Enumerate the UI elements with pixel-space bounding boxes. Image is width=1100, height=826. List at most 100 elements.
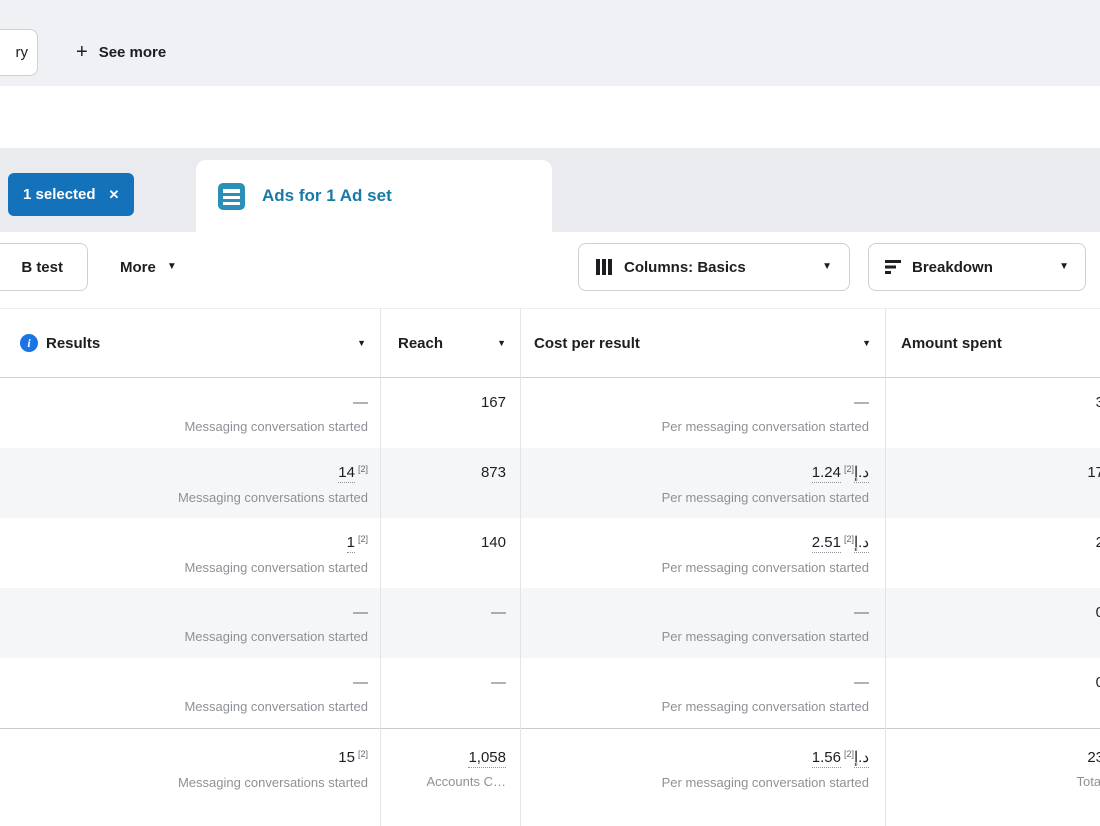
- cost-sublabel: Per messaging conversation started: [661, 629, 869, 644]
- reach-cell: —: [380, 658, 520, 728]
- results-sublabel: Messaging conversation started: [184, 419, 368, 434]
- spent-value: 23: [1087, 749, 1100, 766]
- close-icon[interactable]: ✕: [108, 186, 120, 202]
- cost-cell: — Per messaging conversation started: [520, 658, 885, 728]
- sort-caret-icon[interactable]: ▼: [357, 338, 366, 348]
- chevron-down-icon: ▼: [166, 261, 177, 272]
- cost-cell: 2.51د.إ[2] Per messaging conversation st…: [520, 518, 885, 588]
- columns-button[interactable]: Columns: Basics ▼: [578, 243, 850, 291]
- reach-cell: 167: [380, 378, 520, 448]
- totals-row: 15 [2] Messaging conversations started 1,…: [0, 728, 1100, 826]
- table-row: — Messaging conversation started — — Per…: [0, 658, 1100, 728]
- column-header-reach[interactable]: Reach ▼: [380, 309, 520, 377]
- results-value[interactable]: 1: [346, 534, 355, 553]
- results-value: —: [353, 604, 368, 621]
- reach-value: 140: [480, 534, 506, 551]
- breakdown-label: Breakdown: [912, 258, 993, 276]
- results-cell: — Messaging conversation started: [0, 378, 380, 448]
- results-cell: — Messaging conversation started: [0, 658, 380, 728]
- ads-tab-icon: [218, 182, 245, 210]
- spent-cell: 0: [885, 658, 1100, 728]
- chevron-down-icon: ▼: [822, 261, 832, 272]
- table-row: 14 [2] Messaging conversations started 87…: [0, 448, 1100, 518]
- spent-cell: 17: [885, 448, 1100, 518]
- ab-test-button[interactable]: B test: [0, 243, 88, 291]
- results-sublabel: Messaging conversation started: [184, 629, 368, 644]
- column-header-amount-spent[interactable]: Amount spent: [885, 309, 1100, 377]
- cost-value: —: [854, 394, 869, 411]
- results-value: —: [353, 394, 368, 411]
- see-more-label: See more: [98, 43, 167, 61]
- spent-value: 17: [1087, 464, 1100, 481]
- reach-value: —: [491, 604, 506, 621]
- spent-value: 0: [1095, 604, 1100, 621]
- results-value[interactable]: 14: [338, 464, 355, 483]
- see-more-button[interactable]: + See more: [64, 28, 178, 76]
- sort-caret-icon[interactable]: ▼: [862, 338, 871, 348]
- cost-cell: — Per messaging conversation started: [520, 378, 885, 448]
- breakdown-button[interactable]: Breakdown ▼: [868, 243, 1086, 291]
- results-cell: 1 [2] Messaging conversation started: [0, 518, 380, 588]
- tab-label: Ads for 1 Ad set: [262, 186, 392, 205]
- more-button[interactable]: More ▼: [104, 243, 193, 291]
- column-label-reach: Reach: [398, 334, 444, 352]
- cost-cell: 1.24د.إ[2] Per messaging conversation st…: [520, 448, 885, 518]
- chevron-down-icon: ▼: [1059, 261, 1069, 272]
- cost-value: —: [854, 604, 869, 621]
- footnote-marker: [2]: [357, 749, 368, 759]
- reach-value: 873: [480, 464, 506, 481]
- cost-sublabel: Per messaging conversation started: [661, 419, 869, 434]
- results-sublabel: Messaging conversation started: [184, 560, 368, 575]
- reach-cell: 140: [380, 518, 520, 588]
- spent-cell: 3: [885, 378, 1100, 448]
- table-row: 1 [2] Messaging conversation started 140 …: [0, 518, 1100, 588]
- reach-value[interactable]: 1,058: [468, 749, 506, 768]
- top-bar: ry + See more: [0, 0, 1100, 86]
- partial-filter-button[interactable]: ry: [0, 29, 38, 76]
- column-divider: [380, 308, 381, 826]
- results-sublabel: Messaging conversations started: [177, 490, 368, 505]
- results-value: —: [353, 674, 368, 691]
- spent-value: 3: [1095, 394, 1100, 411]
- cost-cell: 1.56د.إ[2] Per messaging conversation st…: [520, 729, 885, 826]
- table-header: i Results ▼ Reach ▼ Cost per result ▼ Am…: [0, 308, 1100, 378]
- sort-caret-icon[interactable]: ▼: [497, 338, 506, 348]
- more-label: More: [120, 258, 156, 276]
- tab-ads-for-ad-set[interactable]: Ads for 1 Ad set: [196, 160, 552, 232]
- selected-count-label: 1 selected: [23, 186, 96, 203]
- results-cell: 14 [2] Messaging conversations started: [0, 448, 380, 518]
- cost-sublabel: Per messaging conversation started: [661, 775, 869, 790]
- cost-value[interactable]: 1.56د.إ: [811, 749, 869, 768]
- column-header-results[interactable]: i Results ▼: [0, 309, 380, 377]
- column-header-cost-per-result[interactable]: Cost per result ▼: [520, 309, 885, 377]
- spent-value: 0: [1095, 674, 1100, 691]
- cost-sublabel: Per messaging conversation started: [661, 490, 869, 505]
- cost-value[interactable]: 2.51د.إ: [811, 534, 869, 553]
- plus-icon: +: [76, 41, 88, 63]
- table-row: — Messaging conversation started 167 — P…: [0, 378, 1100, 448]
- reach-cell: 1,058 Accounts C…: [380, 729, 520, 826]
- selected-count-chip[interactable]: 1 selected ✕: [8, 173, 135, 216]
- cost-value[interactable]: 1.24د.إ: [811, 464, 869, 483]
- table-body: — Messaging conversation started 167 — P…: [0, 378, 1100, 826]
- column-label-amount-spent: Amount spent: [901, 334, 1002, 352]
- reach-cell: —: [380, 588, 520, 658]
- columns-label: Columns: Basics: [624, 258, 746, 276]
- column-label-cost-per-result: Cost per result: [534, 334, 640, 352]
- reach-sublabel: Accounts C…: [426, 774, 506, 789]
- results-sublabel: Messaging conversation started: [184, 699, 368, 714]
- reach-value: —: [491, 674, 506, 691]
- cost-sublabel: Per messaging conversation started: [661, 699, 869, 714]
- info-icon[interactable]: i: [20, 334, 38, 352]
- results-value: 15: [338, 749, 355, 766]
- toolbar: B test More ▼ Columns: Basics ▼ Breakdow…: [0, 232, 1100, 308]
- partial-filter-label: ry: [15, 44, 29, 61]
- cost-cell: — Per messaging conversation started: [520, 588, 885, 658]
- footnote-marker: [2]: [357, 464, 368, 474]
- results-cell: — Messaging conversation started: [0, 588, 380, 658]
- spent-cell: 2: [885, 518, 1100, 588]
- reach-value: 167: [480, 394, 506, 411]
- ab-test-label: B test: [21, 258, 63, 276]
- column-label-results: Results: [46, 334, 101, 352]
- results-sublabel: Messaging conversations started: [177, 775, 368, 790]
